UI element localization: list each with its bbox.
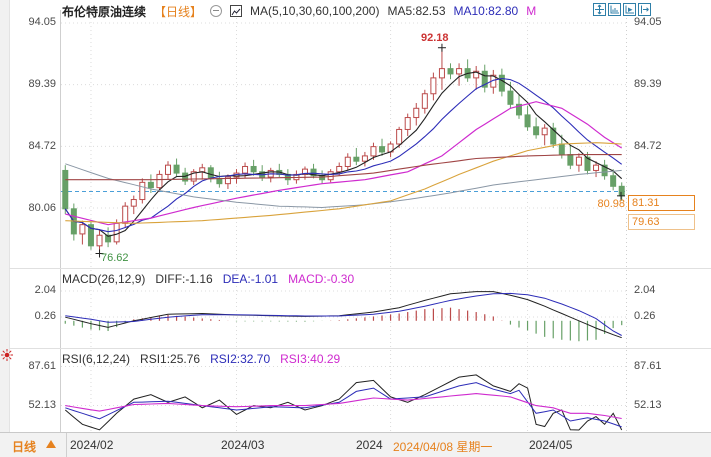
jump-to-latest-icon[interactable] <box>638 3 651 16</box>
forward-axis-tool-icon[interactable] <box>623 3 636 16</box>
period-tab-label: 日线 <box>12 440 37 454</box>
left-rail <box>0 0 10 432</box>
date-label: 2024/03 <box>221 438 265 452</box>
move-tool-icon[interactable] <box>593 3 606 16</box>
date-label: 2024/05 <box>529 438 573 452</box>
time-axis-bar: 日线 2024/02 2024/03 2024 2024/04/08 星期一 2… <box>0 432 711 457</box>
period-tab-daily[interactable]: 日线 <box>0 433 67 457</box>
date-label: 2024 <box>356 438 383 452</box>
sun-marker-icon[interactable] <box>0 348 14 362</box>
chart-toolbar <box>593 3 651 16</box>
crosshair-date-label: 2024/04/08 星期一 <box>393 440 493 454</box>
scale-axis-tool-icon[interactable] <box>608 3 621 16</box>
triangle-up-icon <box>46 440 56 448</box>
date-label: 2024/02 <box>70 438 114 452</box>
